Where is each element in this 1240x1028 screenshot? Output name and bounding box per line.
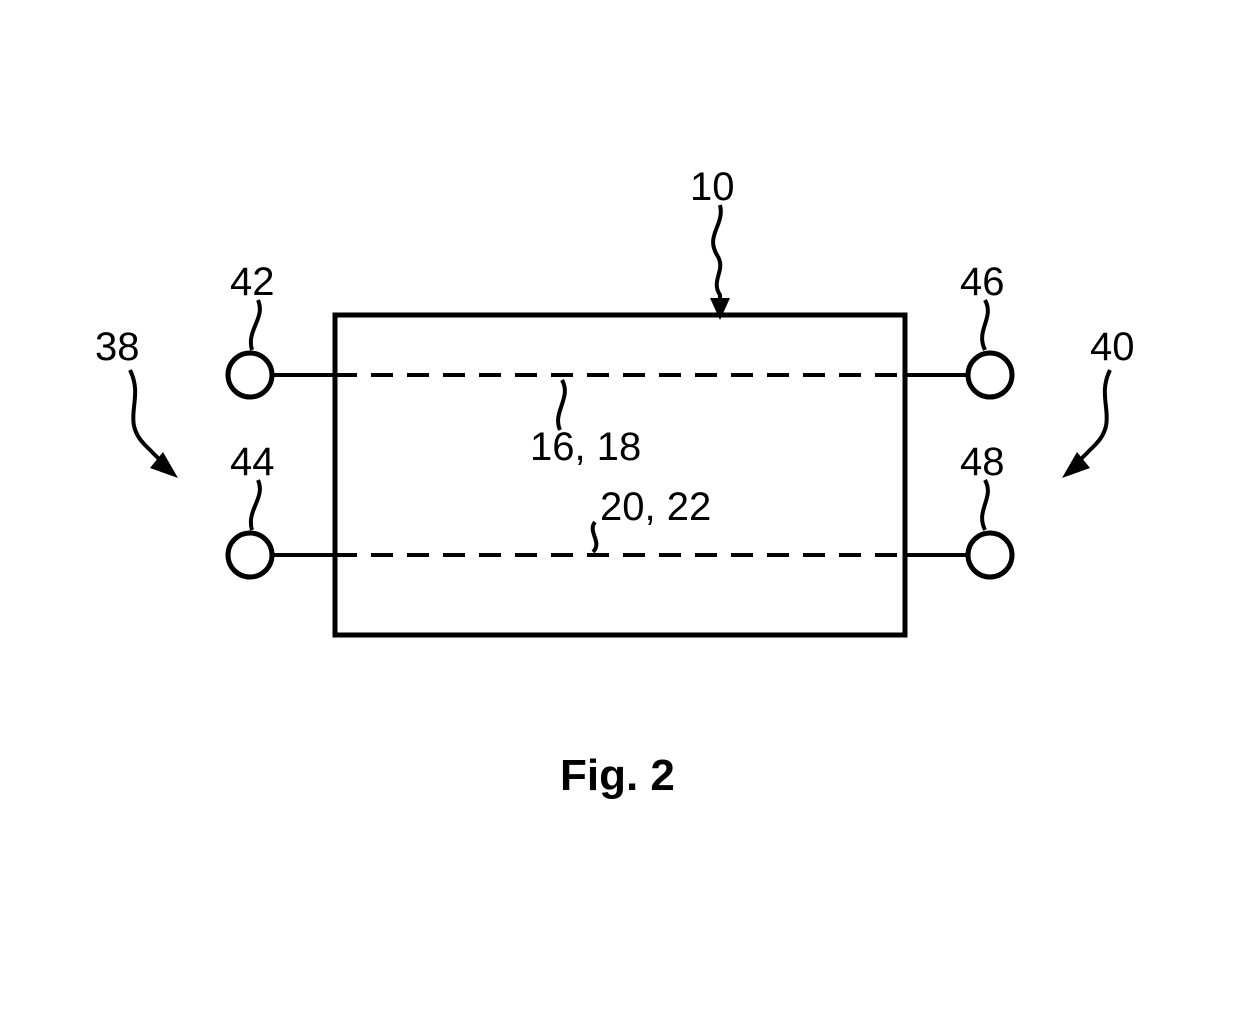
leader-10 [713,205,721,310]
leader-44 [251,480,260,530]
port-48 [968,533,1012,577]
label-46: 46 [960,260,1005,304]
figure-caption: Fig. 2 [560,751,675,800]
port-42 [228,353,272,397]
leader-42 [251,300,260,350]
label-38: 38 [95,325,140,369]
port-44 [228,533,272,577]
leader-48 [982,480,988,530]
port-46 [968,353,1012,397]
main-body-rect [335,315,905,635]
figure-canvas: 10 42 44 46 48 38 40 16, 18 20, 22 Fig. … [0,0,1240,1028]
leader-46 [982,300,988,350]
label-10: 10 [690,165,735,209]
label-40: 40 [1090,325,1135,369]
label-42: 42 [230,260,275,304]
label-44: 44 [230,440,275,484]
leader-16-18 [558,380,565,430]
label-48: 48 [960,440,1005,484]
label-20-22: 20, 22 [600,485,711,529]
label-16-18: 16, 18 [530,425,641,469]
leader-20-22 [593,522,597,552]
